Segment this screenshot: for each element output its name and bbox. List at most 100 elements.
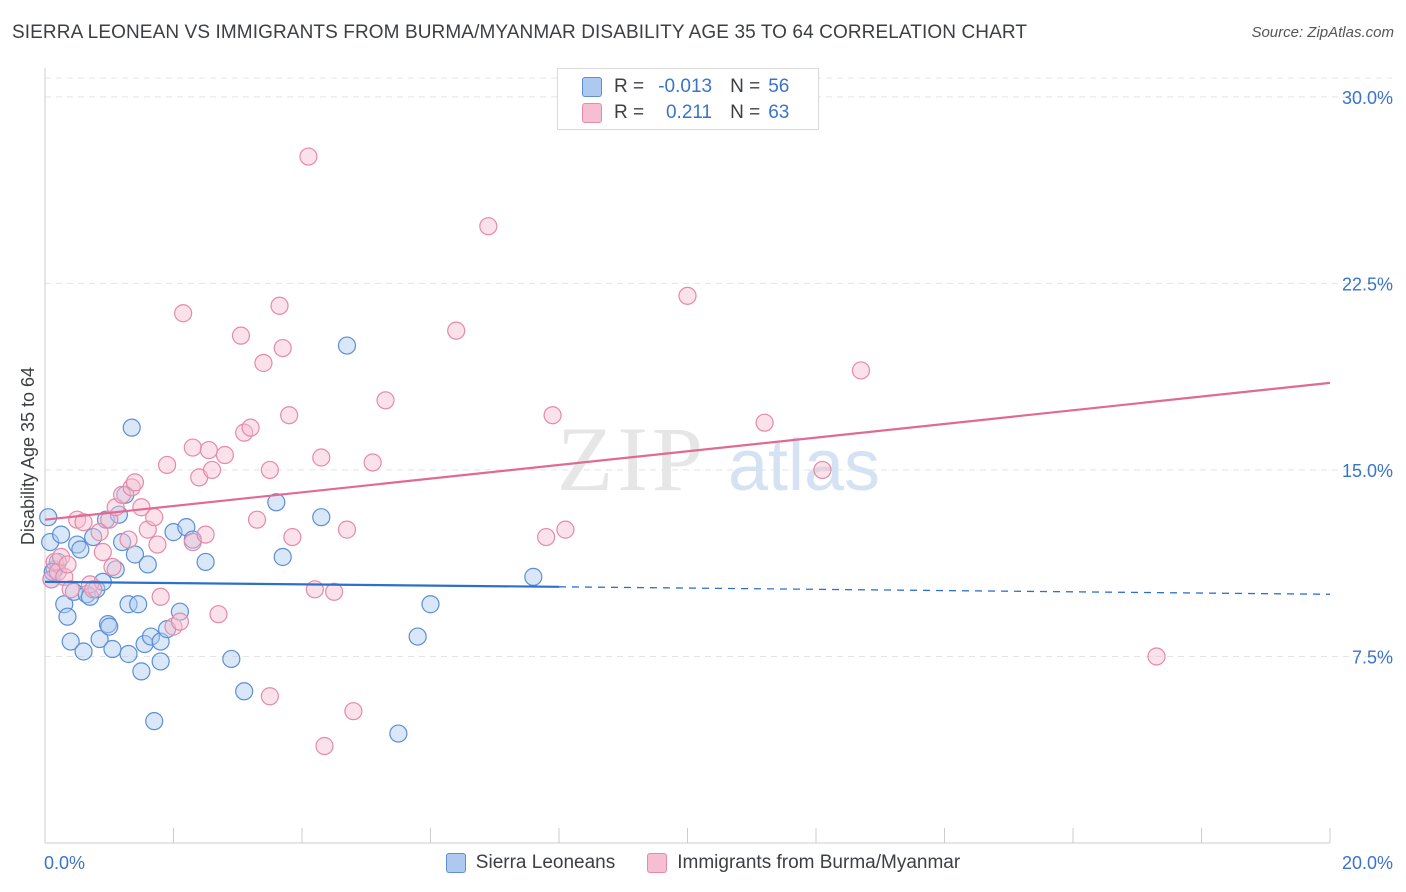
data-point [260,687,279,706]
legend-item-burma-myanmar[interactable]: Immigrants from Burma/Myanmar [647,852,960,874]
data-point [84,580,103,599]
series-burma-myanmar [42,147,1166,756]
data-point [58,607,77,626]
data-point [51,525,71,544]
data-point [273,547,292,567]
legend-label: Sierra Leoneans [475,852,616,873]
data-point [678,286,697,305]
trend-lines [44,381,1331,595]
data-point [90,523,109,542]
data-point [61,580,80,599]
data-point [93,542,112,562]
data-point [312,448,331,467]
data-point [235,682,254,701]
data-point [312,508,331,527]
chart-title: SIERRA LEONEAN VS IMMIGRANTS FROM BURMA/… [12,22,1028,43]
data-point [315,736,334,756]
legend-item-sierra-leoneans[interactable]: Sierra Leoneans [445,852,616,874]
y-tick-label: 30.0% [1342,88,1393,108]
data-point [202,460,222,480]
r-label: R = [614,76,645,97]
data-point [270,296,289,315]
stats-row-pink: R = 0.211 N = 63 [582,100,789,126]
r-label: R = [614,102,645,123]
x-tick-label: 20.0% [1342,853,1393,873]
data-point [215,445,234,465]
data-point [408,627,427,646]
data-point [100,617,119,636]
data-point [363,453,382,472]
data-point [241,418,260,437]
data-point [199,440,218,460]
data-point [106,560,125,579]
data-point [254,353,273,373]
data-point [112,485,132,504]
data-point [280,406,299,425]
data-point [209,605,228,624]
legend-label: Immigrants from Burma/Myanmar [677,852,961,873]
y-tick-label: 22.5% [1342,274,1393,294]
blue-swatch [582,77,602,97]
data-point [447,321,466,340]
data-point [68,535,87,554]
blue-swatch [445,853,466,873]
data-point [479,217,498,236]
data-point [58,555,77,574]
data-point [80,575,100,594]
data-point [344,702,363,721]
data-point [132,498,151,517]
data-point [41,532,60,552]
data-point [170,612,190,631]
data-point [74,513,93,532]
n-label: N = [730,102,761,123]
y-tick-label: 7.5% [1352,647,1393,667]
data-point [151,587,170,606]
data-point [157,455,177,475]
y-axis-label: Disability Age 35 to 64 [18,367,38,545]
data-point [39,508,58,527]
n-label: N = [730,76,761,97]
trend-line-burma-myanmar [44,381,1331,521]
data-point [122,478,141,497]
source-label: Source: ZipAtlas.com [1251,24,1394,41]
data-point [196,552,215,572]
trend-line-sierra-leoneans [44,580,560,588]
bottom-legend: Sierra Leoneans Immigrants from Burma/My… [0,852,1406,874]
data-point [389,724,408,743]
data-point [51,547,71,567]
data-point [337,520,357,539]
data-point [325,582,344,601]
axes [44,68,1331,844]
pink-swatch [582,103,602,123]
x-tick-label: 0.0% [44,853,85,873]
data-point [138,555,157,574]
data-point [267,493,286,512]
data-point [119,595,138,614]
data-point [125,473,145,492]
data-point [337,336,357,355]
pink-swatch [647,853,668,873]
data-point [376,391,395,410]
data-point [74,642,93,661]
data-point [145,712,164,731]
tick-labels: 7.5% 15.0% 22.5% 30.0% 0.0% 20.0% [44,88,1393,873]
data-point [145,508,164,527]
data-point [556,520,575,539]
data-point [90,629,109,649]
stats-legend: R = -0.013 N = 56 R = 0.211 N = 63 [557,68,819,130]
data-point [543,406,562,425]
r-value: 0.211 [665,102,713,123]
data-point [247,510,267,529]
data-point [61,632,80,651]
data-point [299,147,318,166]
data-point [755,413,774,432]
trend-line-sierra-leoneans-extrapolated [558,586,1331,595]
data-point [196,525,215,544]
data-point [260,460,279,480]
r-value: -0.013 [658,76,713,97]
grid-lines [45,77,1392,657]
series-sierra-leoneans [39,336,543,743]
data-point [813,460,832,480]
data-point [148,535,167,554]
